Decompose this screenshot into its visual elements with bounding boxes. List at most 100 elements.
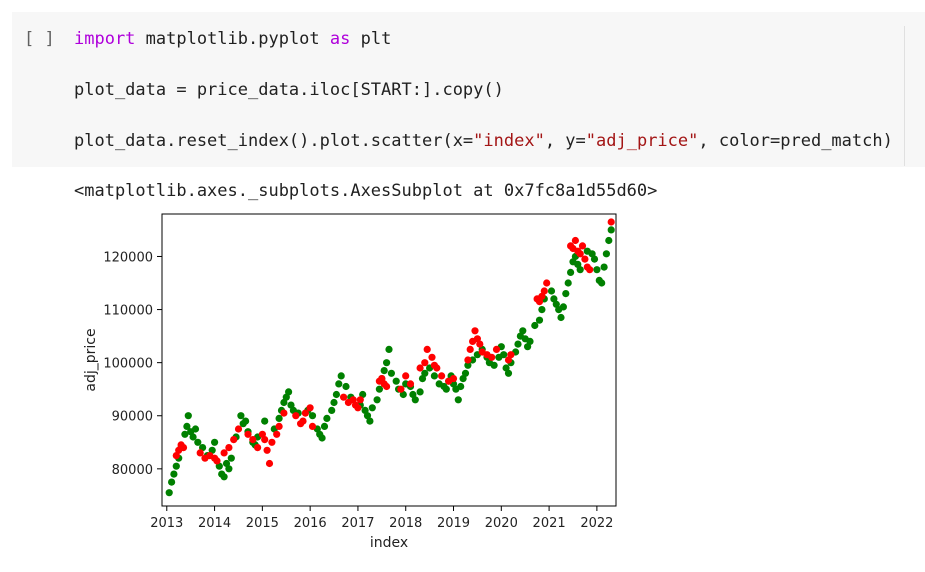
scatter-point-red bbox=[265, 459, 274, 468]
scatter-point-red bbox=[433, 364, 441, 372]
scatter-point-green bbox=[183, 422, 191, 430]
scatter-point-red bbox=[540, 287, 548, 295]
scatter-point-red bbox=[466, 345, 474, 353]
scatter-point-green bbox=[607, 226, 615, 234]
scatter-point-green bbox=[593, 266, 601, 274]
scatter-point-red bbox=[428, 353, 436, 361]
code-line-2[interactable]: plot_data = price_data.iloc[START:].copy… bbox=[74, 80, 504, 100]
scatter-point-red bbox=[507, 351, 515, 359]
scatter-point-green bbox=[335, 380, 343, 388]
scatter-point-green bbox=[421, 369, 429, 377]
scatter-point-green bbox=[320, 422, 329, 430]
code-line-3[interactable]: plot_data.reset_index().plot.scatter(x= "… bbox=[74, 131, 893, 151]
scatter-point-green bbox=[368, 404, 376, 412]
x-tick-label: 2022 bbox=[580, 516, 613, 531]
x-tick-label: 2021 bbox=[533, 516, 566, 531]
scatter-point-green bbox=[500, 351, 508, 359]
scatter-point-green bbox=[184, 412, 192, 420]
scatter-point-red bbox=[292, 412, 300, 420]
scatter-point-green bbox=[411, 396, 419, 404]
y-tick-label: 100000 bbox=[103, 357, 153, 372]
run-cell-button[interactable]: [ ] bbox=[24, 29, 55, 49]
scatter-point-red bbox=[492, 345, 501, 353]
y-axis: 80000 90000 100000 110000 120000 bbox=[103, 250, 162, 478]
x-tick-label: 2020 bbox=[485, 516, 518, 531]
scatter-point-green bbox=[590, 255, 599, 263]
scatter-point-red bbox=[488, 353, 496, 361]
scatter-point-red bbox=[196, 449, 204, 457]
scatter-point-green bbox=[442, 385, 450, 393]
string-literal: "adj_price" bbox=[585, 131, 699, 151]
scatter-point-red bbox=[230, 436, 238, 444]
scatter-point-green bbox=[323, 414, 331, 422]
scatter-point-red bbox=[476, 340, 484, 348]
y-axis-label: adj_price bbox=[83, 328, 99, 391]
scatter-point-green bbox=[172, 462, 180, 470]
code-text: , y= bbox=[544, 131, 586, 151]
scatter-point-red bbox=[220, 449, 228, 457]
scatter-point-green bbox=[457, 382, 465, 391]
code-line-1[interactable]: import matplotlib.pyplot as plt bbox=[74, 29, 391, 49]
scatter-point-green bbox=[220, 473, 228, 481]
scatter-point-green bbox=[191, 425, 200, 433]
scatter-point-green bbox=[385, 345, 393, 353]
scatter-point-green bbox=[168, 478, 176, 486]
x-tick-label: 2019 bbox=[437, 516, 470, 531]
x-tick-label: 2014 bbox=[198, 516, 231, 531]
code-text: , color=pred_match) bbox=[698, 131, 893, 151]
scatter-point-green bbox=[430, 372, 438, 380]
scatter-point-green bbox=[538, 306, 546, 314]
scatter-point-green bbox=[519, 327, 527, 335]
scatter-point-red bbox=[581, 255, 589, 263]
scatter-point-green bbox=[337, 372, 345, 380]
scatter-point-green bbox=[373, 396, 381, 404]
scatter-point-green bbox=[392, 377, 400, 385]
x-tick-label: 2016 bbox=[294, 516, 327, 531]
scatter-point-green bbox=[211, 438, 219, 446]
scatter-point-green bbox=[550, 295, 558, 303]
scatter-point-green bbox=[464, 361, 472, 369]
scatter-point-red bbox=[571, 236, 579, 245]
scatter-point-red bbox=[263, 446, 271, 454]
cell-output-repr: <matplotlib.axes._subplots.AxesSubplot a… bbox=[74, 181, 658, 201]
scatter-point-green bbox=[461, 369, 470, 377]
alias-name: plt bbox=[350, 29, 392, 49]
scatter-point-green bbox=[559, 303, 567, 311]
scatter-point-red bbox=[308, 422, 317, 430]
scatter-point-red bbox=[354, 404, 362, 412]
scatter-point-green bbox=[504, 369, 513, 377]
scatter-point-green bbox=[600, 263, 608, 271]
scatter-point-green bbox=[567, 268, 575, 276]
scatter-point-green bbox=[562, 290, 570, 298]
scatter-point-red bbox=[576, 250, 584, 258]
scatter-point-red bbox=[275, 422, 283, 430]
scatter-point-red bbox=[383, 382, 391, 391]
scatter-point-green bbox=[526, 337, 534, 345]
scatter-point-green bbox=[598, 279, 606, 287]
scatter-point-green bbox=[363, 412, 372, 420]
scatter-point-red bbox=[464, 356, 472, 364]
scatter-point-red bbox=[268, 438, 276, 446]
scatter-point-red bbox=[299, 417, 307, 425]
scatter-point-red bbox=[249, 436, 257, 444]
scatter-point-red bbox=[306, 404, 314, 412]
scatter-point-red bbox=[273, 430, 281, 438]
scatter-point-red bbox=[586, 266, 594, 274]
scatter-point-red bbox=[225, 444, 233, 452]
keyword-import: import bbox=[74, 29, 136, 49]
scatter-point-green bbox=[387, 369, 395, 377]
y-tick-label: 110000 bbox=[103, 304, 153, 319]
scatter-point-green bbox=[535, 316, 544, 324]
scatter-point-green bbox=[576, 266, 584, 274]
code-cell[interactable] bbox=[12, 12, 925, 167]
plot-area-frame bbox=[161, 213, 617, 507]
scatter-point-red bbox=[421, 359, 429, 367]
scatter-point-red bbox=[340, 393, 348, 401]
scatter-point-green bbox=[275, 414, 283, 422]
scatter-point-red bbox=[578, 242, 587, 250]
scatter-point-red bbox=[301, 409, 309, 417]
scatter-point-red bbox=[402, 372, 410, 380]
scatter-point-green bbox=[490, 361, 498, 369]
scatter-point-red bbox=[438, 372, 446, 380]
code-text: plot_data.reset_index().plot.scatter(x= bbox=[74, 131, 474, 151]
